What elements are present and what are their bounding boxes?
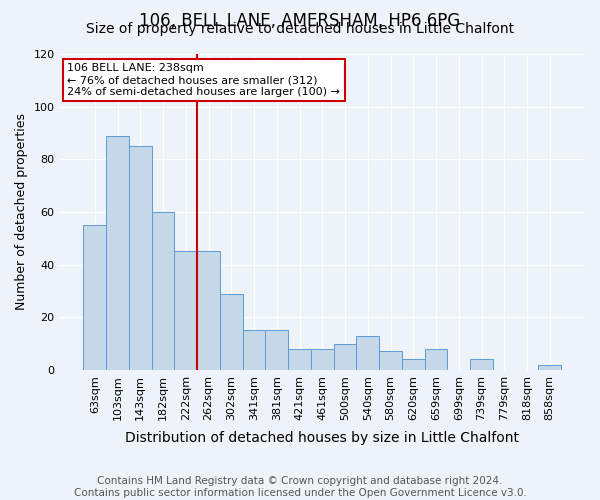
Bar: [129, 146, 152, 370]
Bar: [220, 294, 242, 370]
Bar: [175, 252, 197, 370]
Text: Contains HM Land Registry data © Crown copyright and database right 2024.
Contai: Contains HM Land Registry data © Crown c…: [74, 476, 526, 498]
Bar: [197, 252, 220, 370]
Bar: [311, 349, 334, 370]
Bar: [538, 364, 561, 370]
Bar: [152, 212, 175, 370]
Bar: [470, 360, 493, 370]
X-axis label: Distribution of detached houses by size in Little Chalfont: Distribution of detached houses by size …: [125, 431, 519, 445]
Bar: [425, 349, 448, 370]
Text: 106 BELL LANE: 238sqm
← 76% of detached houses are smaller (312)
24% of semi-det: 106 BELL LANE: 238sqm ← 76% of detached …: [67, 64, 340, 96]
Bar: [379, 352, 402, 370]
Bar: [265, 330, 288, 370]
Bar: [356, 336, 379, 370]
Y-axis label: Number of detached properties: Number of detached properties: [15, 114, 28, 310]
Bar: [288, 349, 311, 370]
Bar: [242, 330, 265, 370]
Text: 106, BELL LANE, AMERSHAM, HP6 6PG: 106, BELL LANE, AMERSHAM, HP6 6PG: [139, 12, 461, 30]
Bar: [402, 360, 425, 370]
Bar: [334, 344, 356, 370]
Text: Size of property relative to detached houses in Little Chalfont: Size of property relative to detached ho…: [86, 22, 514, 36]
Bar: [106, 136, 129, 370]
Bar: [83, 225, 106, 370]
